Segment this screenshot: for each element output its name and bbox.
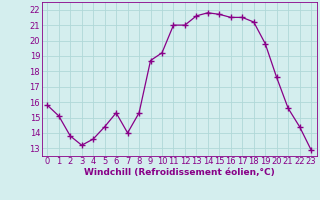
X-axis label: Windchill (Refroidissement éolien,°C): Windchill (Refroidissement éolien,°C): [84, 168, 275, 177]
